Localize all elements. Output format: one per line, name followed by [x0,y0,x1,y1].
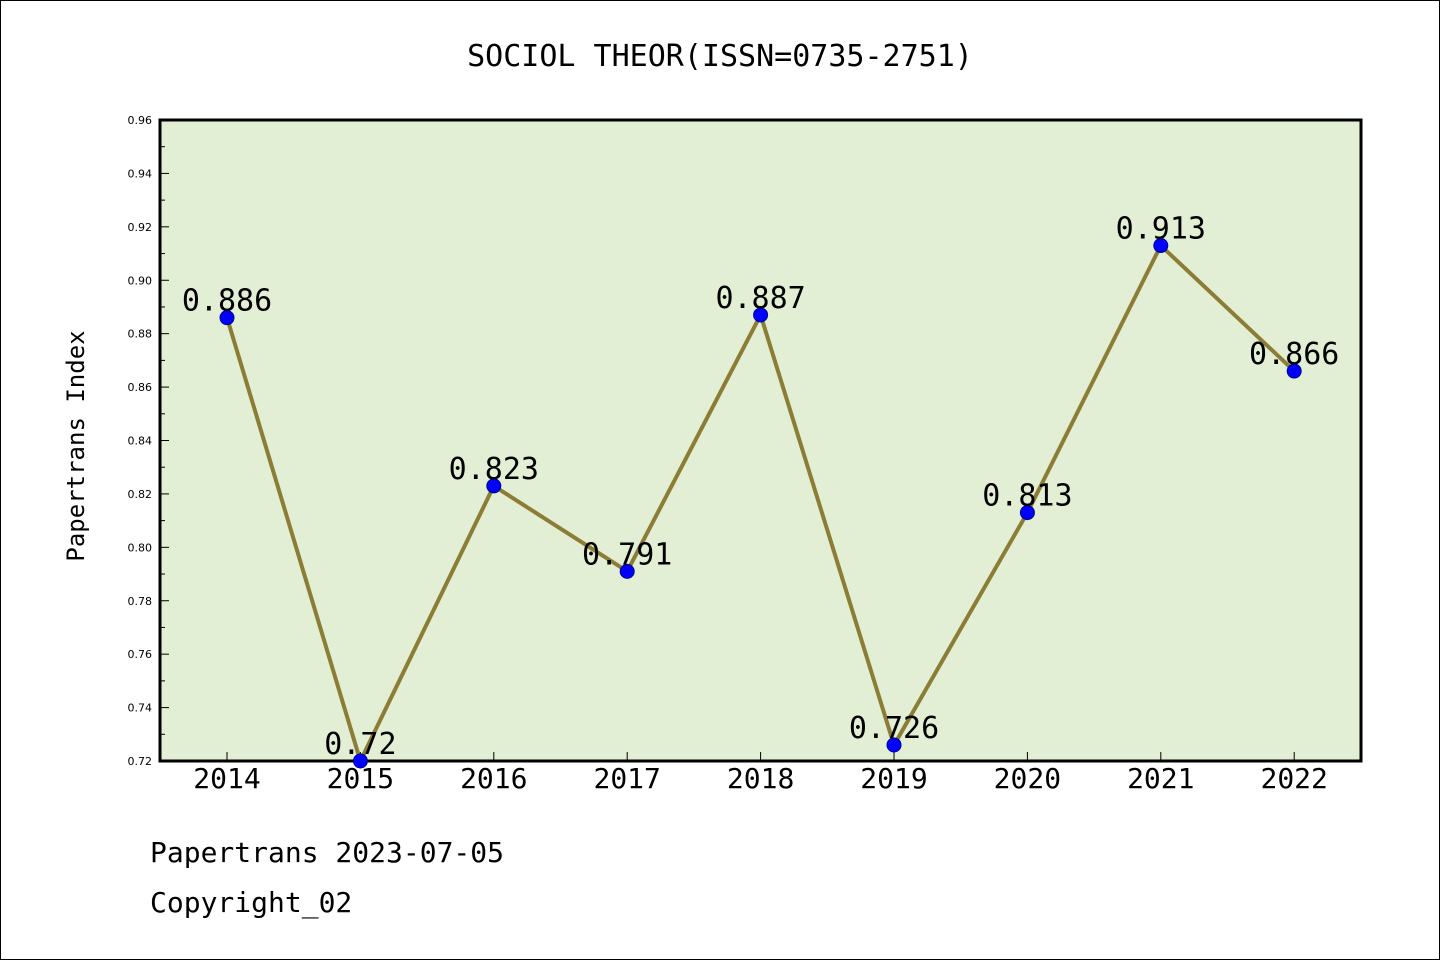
data-label: 0.791 [582,537,672,572]
x-tick-label: 2018 [727,762,794,795]
x-tick-label: 2014 [193,762,260,795]
y-tick-label: 0.72 [128,755,153,768]
y-axis: 0.72 0.74 0.76 0.78 0.80 0.82 0.84 0.86 0.88 0.90… [128,114,169,768]
data-label: 0.886 [182,284,272,319]
data-label: 0.913 [1116,212,1206,247]
y-tick-label: 0.74 [128,702,153,715]
data-label: 0.823 [449,452,539,487]
x-tick-label: 2021 [1127,762,1194,795]
x-axis: 2014 2015 2016 2017 2018 2019 2020 2021 2022 [193,752,1328,795]
y-tick-label: 0.86 [128,381,153,394]
data-point [486,478,502,494]
data-point [1019,505,1035,521]
x-tick-label: 2020 [994,762,1061,795]
x-tick-label: 2019 [860,762,927,795]
footer-date: Papertrans 2023-07-05 [150,836,505,869]
x-tick-label: 2017 [593,762,660,795]
x-tick-label: 2022 [1260,762,1327,795]
data-label: 0.866 [1249,337,1339,372]
y-tick-label: 0.84 [128,435,153,448]
y-tick-label: 0.76 [128,648,153,661]
y-tick-label: 0.92 [128,221,153,234]
y-tick-label: 0.78 [128,595,153,608]
data-point [1153,238,1169,254]
series [219,238,1302,769]
data-point [219,310,235,326]
plot-area [158,118,1363,763]
data-point [1286,363,1302,379]
y-tick-label: 0.96 [128,114,153,127]
data-point [886,737,902,753]
data-point [619,563,635,579]
y-tick-label: 0.88 [128,328,153,341]
data-label: 0.726 [849,711,939,746]
data-point [753,307,769,323]
data-label: 0.72 [324,727,396,762]
x-tick-label: 2016 [460,762,527,795]
y-axis-label: Papertrans Index [62,330,90,561]
footer-copyright: Copyright_02 [150,886,353,919]
y-tick-label: 0.82 [128,488,153,501]
data-point [352,753,368,769]
data-label: 0.813 [982,479,1072,514]
data-labels: 0.886 0.72 0.823 0.791 0.887 0.726 0.813 0.913 0… [182,212,1340,762]
y-tick-label: 0.90 [128,274,153,287]
y-tick-label: 0.94 [128,167,153,180]
chart-title: SOCIOL THEOR(ISSN=0735-2751) [467,39,973,74]
data-label: 0.887 [715,281,805,316]
y-tick-label: 0.80 [128,541,153,554]
